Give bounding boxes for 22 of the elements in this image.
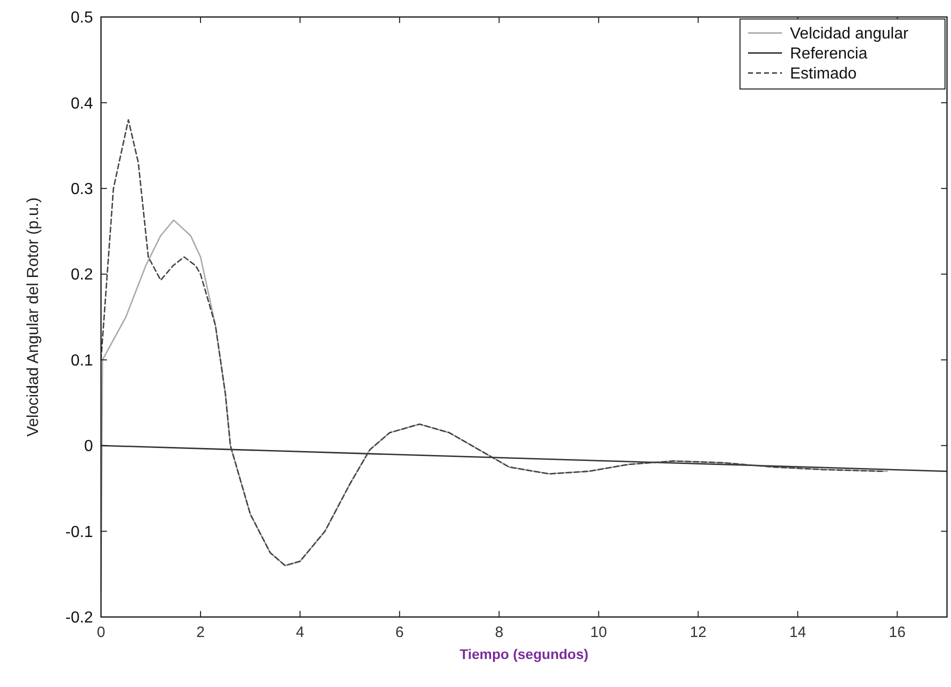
x-tick-label: 4 (296, 624, 304, 641)
legend-label: Estimado (790, 66, 857, 83)
y-tick-label: 0.3 (70, 181, 94, 198)
y-tick-label: 0.5 (70, 10, 94, 27)
y-tick-label: -0.1 (65, 524, 94, 541)
x-axis-title: Tiempo (segundos) (460, 646, 588, 662)
x-tick-label: 6 (395, 624, 404, 641)
x-tick-label: 0 (96, 624, 106, 641)
legend-label: Referencia (790, 46, 868, 63)
x-tick-label: 8 (494, 624, 504, 641)
y-tick-label: 0 (84, 438, 94, 456)
y-tick-label: 0.4 (70, 95, 94, 112)
x-tick-label: 16 (888, 624, 906, 641)
x-tick-label: 14 (789, 624, 806, 641)
y-axis-title: Velocidad Angular del Rotor (p.u.) (25, 197, 42, 437)
y-tick-label: 0.2 (70, 266, 94, 284)
legend-label: Velcidad angular (790, 26, 909, 43)
y-tick-label: 0.1 (70, 352, 94, 370)
x-tick-label: 2 (196, 624, 205, 641)
y-tick-label: -0.2 (65, 610, 94, 627)
x-tick-label: 10 (590, 624, 607, 641)
x-tick-label: 12 (690, 624, 707, 641)
